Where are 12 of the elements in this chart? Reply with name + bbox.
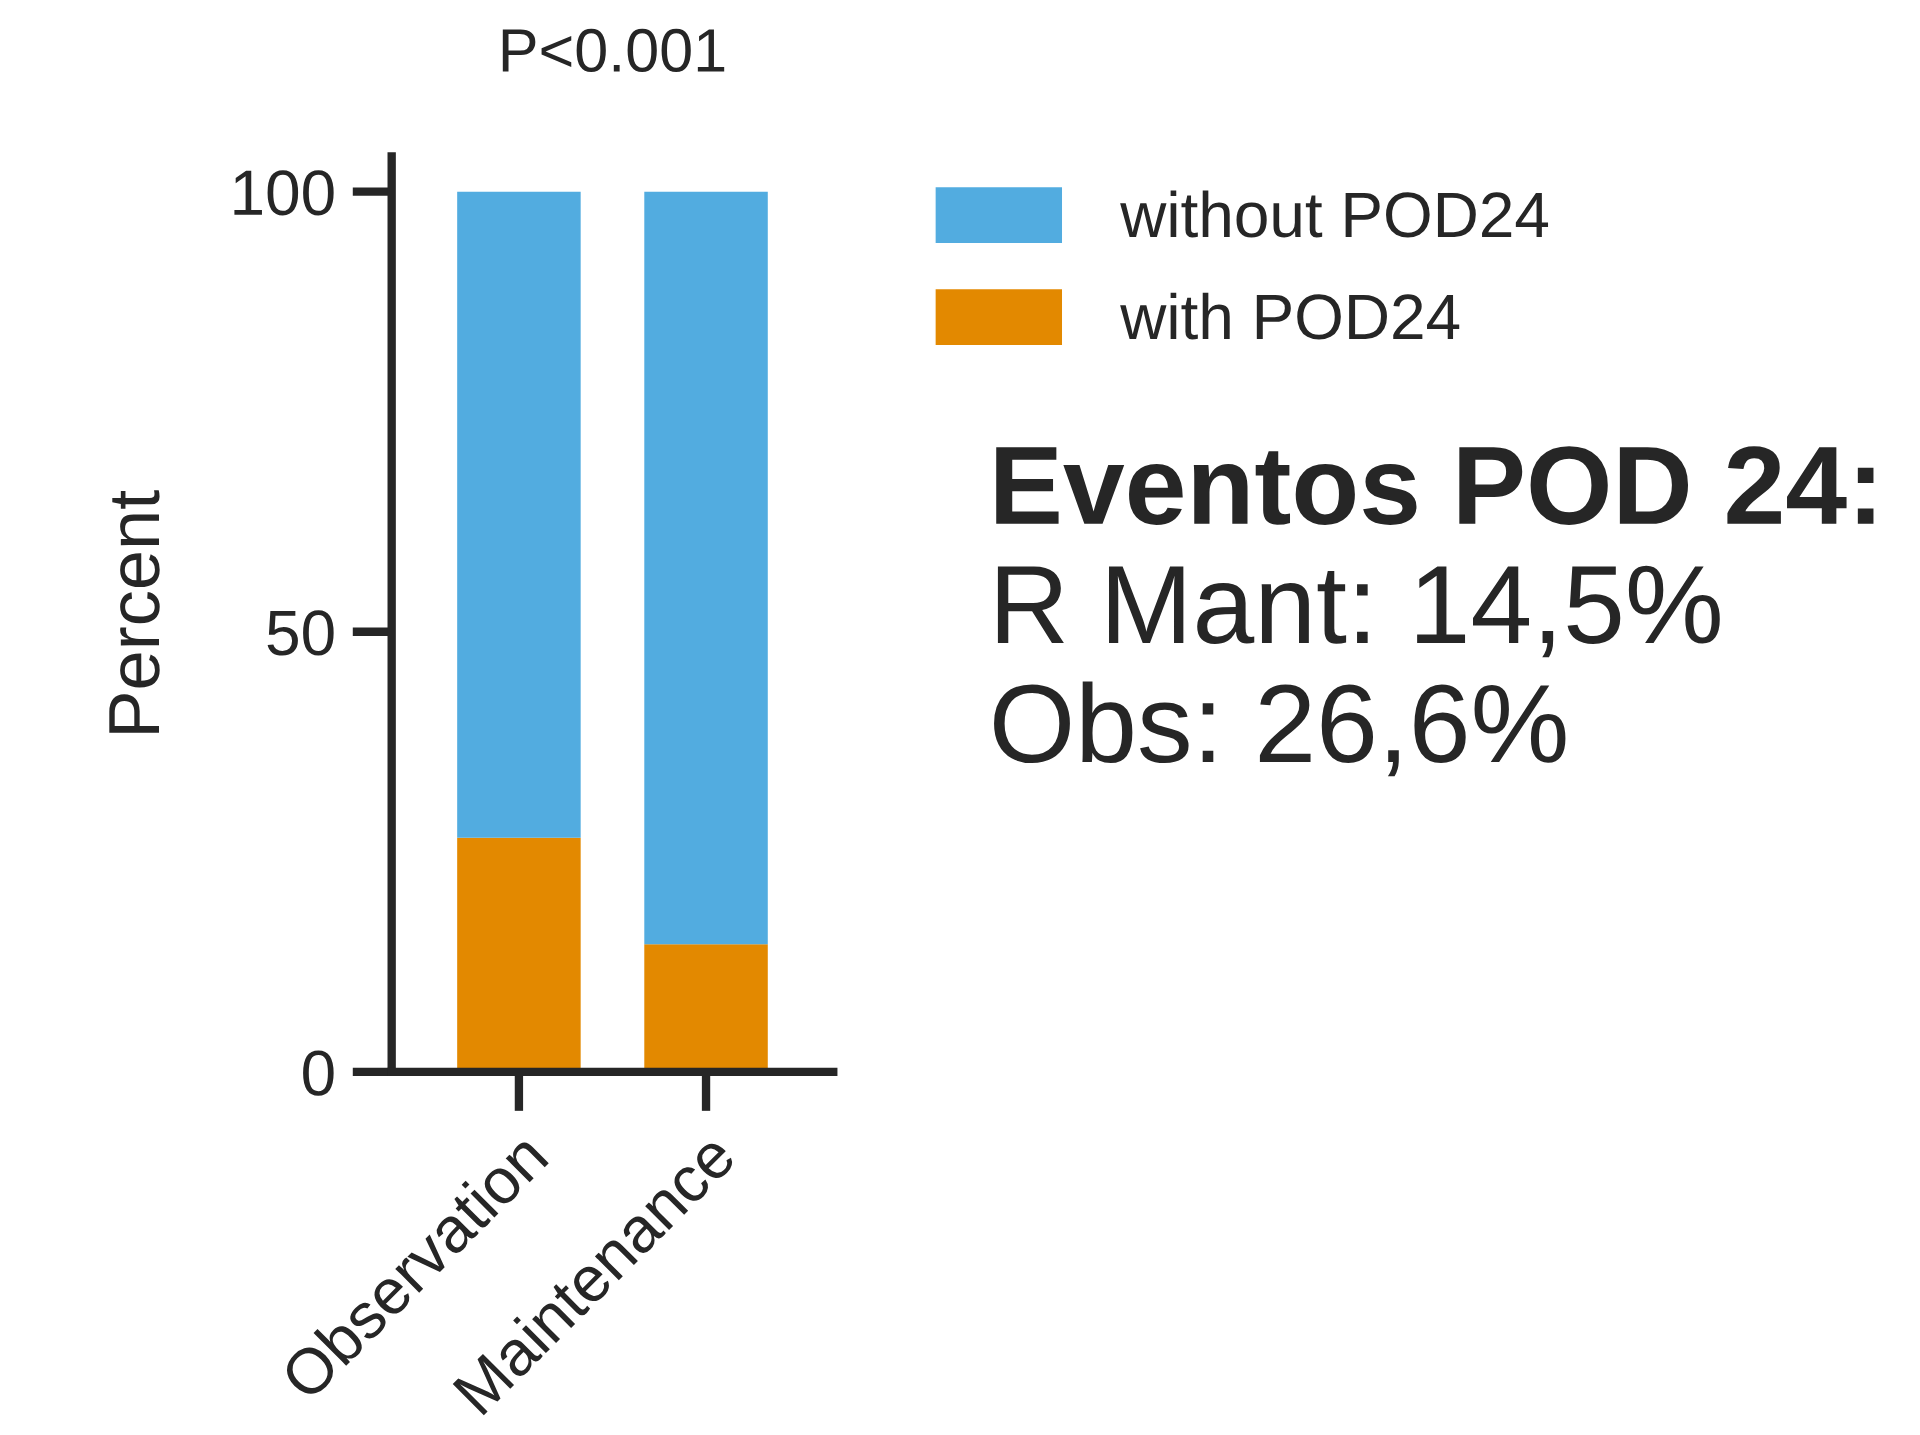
text: P<0.001 bbox=[502, 28, 725, 73]
y-tick-label: 50 bbox=[267, 610, 334, 656]
y-axis-title: Percent bbox=[109, 490, 160, 733]
bar bbox=[644, 191, 768, 945]
y-tick-label: 0 bbox=[303, 1050, 334, 1096]
text: R Mant: 14,5% bbox=[997, 565, 1720, 658]
bar bbox=[457, 191, 581, 838]
text: Obs: 26,6% bbox=[994, 681, 1566, 777]
legend-label: with POD24 bbox=[1120, 292, 1460, 340]
text: Eventos POD 24: bbox=[996, 446, 1874, 525]
y-tick-label: 100 bbox=[234, 170, 334, 216]
legend-label: without POD24 bbox=[1120, 190, 1549, 238]
